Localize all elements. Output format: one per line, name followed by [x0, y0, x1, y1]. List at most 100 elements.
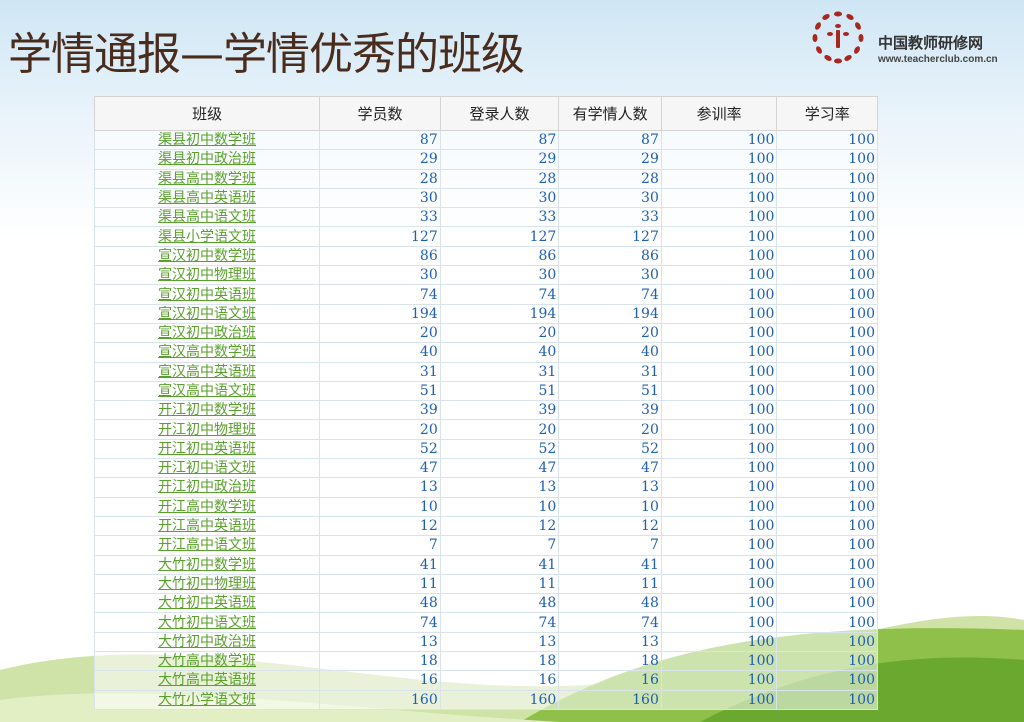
study-rate-cell: 100	[776, 438, 878, 460]
login-count-cell: 20	[439, 322, 560, 344]
class-name-link[interactable]: 宣汉高中英语班	[93, 361, 321, 382]
class-name-link[interactable]: 渠县高中语文班	[93, 207, 321, 228]
active-count-cell: 87	[558, 129, 662, 151]
active-count-cell: 74	[558, 284, 662, 305]
login-count-cell: 52	[439, 438, 560, 460]
class-name-link[interactable]: 大竹高中数学班	[93, 651, 321, 672]
class-name-link[interactable]: 大竹小学语文班	[93, 689, 321, 710]
active-count-cell: 7	[558, 535, 662, 556]
class-name-link[interactable]: 渠县初中政治班	[93, 149, 321, 170]
table-row: 宣汉初中数学班 86 86 86 100 100	[93, 245, 878, 267]
study-rate-cell: 100	[776, 361, 878, 382]
class-name-link[interactable]: 宣汉高中语文班	[93, 380, 321, 402]
table-row: 大竹初中语文班 74 74 74 100 100	[93, 612, 878, 633]
table-row: 宣汉高中数学班 40 40 40 100 100	[93, 342, 878, 363]
class-name-link[interactable]: 开江高中数学班	[93, 496, 321, 517]
student-count-cell: 11	[319, 573, 441, 595]
class-name-link[interactable]: 开江初中物理班	[93, 419, 321, 440]
class-name-link[interactable]: 大竹高中英语班	[93, 670, 321, 691]
class-stats-table: 班级 学员数 登录人数 有学情人数 参训率 学习率 渠县初中数学班 87 87 87 100 100…	[93, 96, 878, 710]
active-count-cell: 39	[558, 400, 662, 421]
class-name-link[interactable]: 宣汉初中语文班	[93, 303, 321, 324]
student-count-cell: 31	[319, 361, 441, 382]
column-header-study-rate[interactable]: 学习率	[776, 96, 878, 131]
participation-rate-cell: 100	[660, 496, 778, 517]
study-rate-cell: 100	[776, 284, 878, 305]
class-name-link[interactable]: 渠县初中数学班	[93, 129, 321, 151]
class-name-link[interactable]: 渠县高中数学班	[93, 168, 321, 189]
study-rate-cell: 100	[776, 573, 878, 595]
class-name-link[interactable]: 开江高中语文班	[93, 535, 321, 556]
class-name-link[interactable]: 开江初中政治班	[93, 477, 321, 498]
table-row: 宣汉初中语文班 194 194 194 100 100	[93, 303, 878, 324]
class-name-link[interactable]: 大竹初中语文班	[93, 612, 321, 633]
page-title: 学情通报—学情优秀的班级	[8, 29, 525, 80]
study-rate-cell: 100	[776, 477, 878, 498]
class-name-link[interactable]: 大竹初中政治班	[93, 631, 321, 653]
brand-logo: 中国教师研修网 www.teacherclub.com.cn	[800, 8, 1020, 66]
active-count-cell: 86	[558, 245, 662, 267]
class-name-link[interactable]: 大竹初中英语班	[93, 593, 321, 614]
table-row: 宣汉初中物理班 30 30 30 100 100	[93, 265, 878, 286]
participation-rate-cell: 100	[660, 207, 778, 228]
study-rate-cell: 100	[776, 303, 878, 324]
login-count-cell: 7	[439, 535, 560, 556]
class-name-link[interactable]: 宣汉初中数学班	[93, 245, 321, 267]
student-count-cell: 86	[319, 245, 441, 267]
student-count-cell: 74	[319, 612, 441, 633]
study-rate-cell: 100	[776, 496, 878, 517]
class-name-link[interactable]: 开江初中英语班	[93, 438, 321, 460]
study-rate-cell: 100	[776, 631, 878, 653]
active-count-cell: 74	[558, 612, 662, 633]
column-header-logins[interactable]: 登录人数	[439, 96, 560, 131]
column-header-students[interactable]: 学员数	[319, 96, 441, 131]
table-row: 开江初中数学班 39 39 39 100 100	[93, 400, 878, 421]
class-name-link[interactable]: 开江初中数学班	[93, 400, 321, 421]
participation-rate-cell: 100	[660, 284, 778, 305]
class-name-link[interactable]: 开江初中语文班	[93, 458, 321, 479]
table-body: 渠县初中数学班 87 87 87 100 100 渠县初中政治班 29 29 29 100 100 渠县…	[93, 129, 878, 710]
active-count-cell: 194	[558, 303, 662, 324]
student-count-cell: 33	[319, 207, 441, 228]
participation-rate-cell: 100	[660, 670, 778, 691]
table-row: 大竹高中数学班 18 18 18 100 100	[93, 651, 878, 672]
table-row: 大竹初中英语班 48 48 48 100 100	[93, 593, 878, 614]
participation-rate-cell: 100	[660, 303, 778, 324]
participation-rate-cell: 100	[660, 593, 778, 614]
login-count-cell: 12	[439, 515, 560, 537]
study-rate-cell: 100	[776, 593, 878, 614]
participation-rate-cell: 100	[660, 245, 778, 267]
table-row: 宣汉初中英语班 74 74 74 100 100	[93, 284, 878, 305]
student-count-cell: 74	[319, 284, 441, 305]
student-count-cell: 18	[319, 651, 441, 672]
column-header-active[interactable]: 有学情人数	[558, 96, 662, 131]
login-count-cell: 127	[439, 226, 560, 247]
login-count-cell: 86	[439, 245, 560, 267]
class-name-link[interactable]: 开江高中英语班	[93, 515, 321, 537]
class-name-link[interactable]: 渠县高中英语班	[93, 187, 321, 209]
active-count-cell: 160	[558, 689, 662, 710]
login-count-cell: 39	[439, 400, 560, 421]
class-name-link[interactable]: 宣汉初中政治班	[93, 322, 321, 344]
student-count-cell: 13	[319, 631, 441, 653]
study-rate-cell: 100	[776, 149, 878, 170]
study-rate-cell: 100	[776, 380, 878, 402]
class-name-link[interactable]: 宣汉高中数学班	[93, 342, 321, 363]
study-rate-cell: 100	[776, 207, 878, 228]
class-name-link[interactable]: 宣汉初中英语班	[93, 284, 321, 305]
student-count-cell: 41	[319, 554, 441, 575]
class-name-link[interactable]: 宣汉初中物理班	[93, 265, 321, 286]
class-name-link[interactable]: 大竹初中数学班	[93, 554, 321, 575]
class-name-link[interactable]: 渠县小学语文班	[93, 226, 321, 247]
active-count-cell: 13	[558, 631, 662, 653]
column-header-participation-rate[interactable]: 参训率	[660, 96, 778, 131]
class-name-link[interactable]: 大竹初中物理班	[93, 573, 321, 595]
participation-rate-cell: 100	[660, 612, 778, 633]
active-count-cell: 20	[558, 322, 662, 344]
study-rate-cell: 100	[776, 265, 878, 286]
participation-rate-cell: 100	[660, 515, 778, 537]
column-header-class[interactable]: 班级	[93, 96, 321, 131]
logo-name: 中国教师研修网	[878, 34, 984, 52]
student-count-cell: 52	[319, 438, 441, 460]
student-count-cell: 48	[319, 593, 441, 614]
